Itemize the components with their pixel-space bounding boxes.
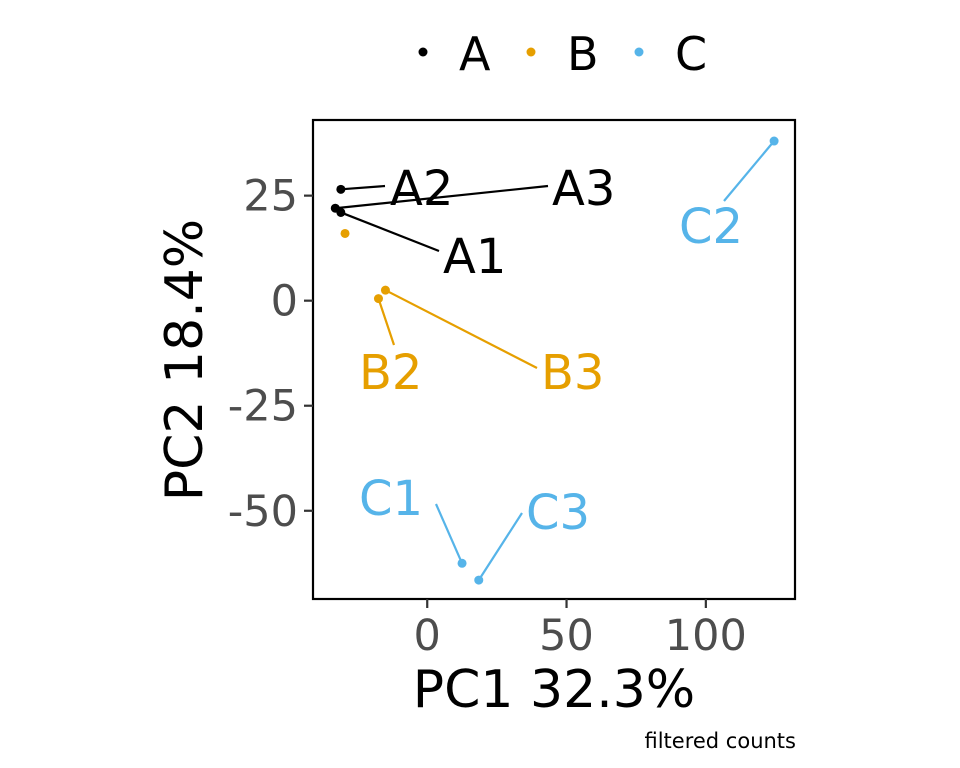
y-tick-label: 0 <box>271 277 298 327</box>
label-leader-line <box>340 184 386 191</box>
label-leader-line <box>340 211 440 253</box>
label-leader-line <box>434 503 464 564</box>
data-point <box>336 184 346 194</box>
y-axis-title: PC2 18.4% <box>155 219 215 501</box>
point-label: C1 <box>359 471 423 527</box>
data-point <box>373 294 383 304</box>
point-label: C3 <box>526 485 590 541</box>
y-tick-label: 25 <box>243 172 298 222</box>
point-label: B2 <box>359 345 422 401</box>
data-point <box>474 575 484 585</box>
legend-marker-a <box>418 47 428 57</box>
plot-layer: A1 A2 A3 B2 B3 C1 C2 C3 <box>330 136 779 585</box>
data-point <box>380 285 390 295</box>
point-label: B3 <box>541 345 604 401</box>
legend-label-b: B <box>567 27 599 81</box>
x-axis: 0 50 100 <box>414 599 747 661</box>
label-leader-line <box>335 184 549 210</box>
legend: A B C <box>418 27 707 81</box>
legend-marker-c <box>634 47 644 57</box>
label-leader-line <box>384 289 538 369</box>
point-label: A1 <box>443 229 506 285</box>
plot-panel-border <box>311 118 797 601</box>
x-axis-title: PC1 32.3% <box>413 660 695 720</box>
legend-label-c: C <box>675 27 707 81</box>
point-label: A2 <box>390 161 453 217</box>
label-leader-line <box>477 512 523 581</box>
label-leader-line <box>377 298 396 346</box>
y-tick-label: -25 <box>228 382 298 432</box>
y-tick-label: -50 <box>228 487 298 537</box>
legend-marker-b <box>526 47 536 57</box>
data-point <box>330 203 340 213</box>
data-point <box>457 558 467 568</box>
x-tick-label: 0 <box>414 611 441 661</box>
label-leader-line <box>723 140 775 202</box>
x-tick-label: 50 <box>539 611 594 661</box>
data-point <box>769 136 779 146</box>
y-axis: 25 0 -25 -50 <box>228 172 313 537</box>
x-tick-label: 100 <box>665 611 747 661</box>
point-label: C2 <box>679 199 743 255</box>
legend-label-a: A <box>459 27 491 81</box>
chart-caption: filtered counts <box>644 729 796 753</box>
data-point <box>340 228 350 238</box>
point-label: A3 <box>552 161 615 217</box>
